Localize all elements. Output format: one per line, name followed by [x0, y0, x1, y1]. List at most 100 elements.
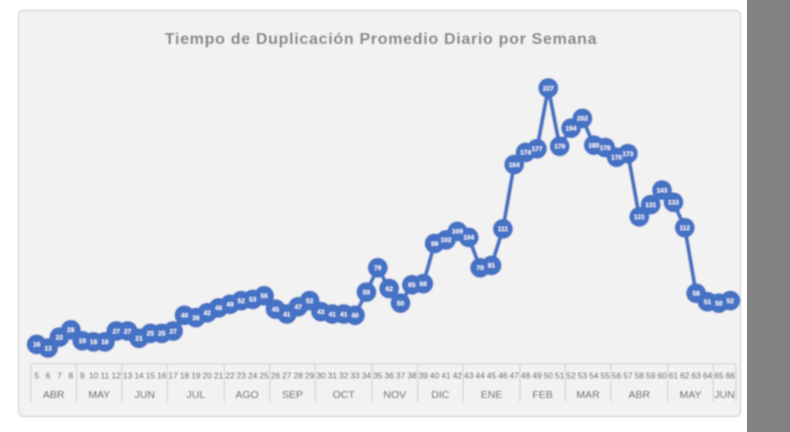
svg-text:44: 44 [475, 371, 485, 381]
svg-text:22: 22 [225, 371, 235, 381]
svg-text:21: 21 [135, 336, 143, 343]
svg-text:37: 37 [396, 371, 406, 381]
svg-text:22: 22 [56, 334, 64, 341]
svg-text:MAY: MAY [680, 389, 702, 401]
svg-text:104: 104 [463, 235, 474, 242]
svg-text:81: 81 [488, 263, 496, 270]
svg-text:50: 50 [715, 300, 723, 307]
svg-text:59: 59 [646, 371, 656, 381]
svg-text:50: 50 [544, 371, 554, 381]
svg-text:41: 41 [329, 311, 337, 318]
svg-text:35: 35 [373, 371, 383, 381]
svg-text:58: 58 [635, 371, 645, 381]
svg-text:131: 131 [645, 202, 656, 209]
svg-text:62: 62 [386, 286, 394, 293]
svg-text:111: 111 [498, 226, 509, 233]
svg-text:7: 7 [57, 371, 62, 381]
svg-text:174: 174 [520, 150, 531, 157]
svg-text:64: 64 [703, 371, 713, 381]
svg-text:9: 9 [80, 371, 85, 381]
svg-text:MAY: MAY [88, 389, 110, 401]
svg-text:26: 26 [271, 371, 281, 381]
svg-text:OCT: OCT [333, 389, 356, 401]
svg-text:31: 31 [328, 371, 338, 381]
svg-text:12: 12 [112, 371, 122, 381]
svg-text:177: 177 [532, 146, 543, 153]
svg-text:40: 40 [351, 313, 359, 320]
svg-text:40: 40 [430, 371, 440, 381]
svg-text:194: 194 [566, 125, 577, 132]
svg-text:32: 32 [339, 371, 349, 381]
svg-text:13: 13 [44, 345, 52, 352]
svg-text:65: 65 [714, 371, 724, 381]
svg-text:58: 58 [692, 291, 700, 298]
svg-text:52: 52 [306, 298, 314, 305]
svg-text:99: 99 [431, 241, 439, 248]
svg-text:202: 202 [577, 116, 588, 123]
svg-text:52: 52 [566, 371, 576, 381]
svg-text:27: 27 [169, 328, 177, 335]
svg-text:42: 42 [204, 310, 212, 317]
svg-text:133: 133 [668, 200, 679, 207]
svg-text:JUN: JUN [714, 389, 734, 401]
svg-text:24: 24 [248, 371, 258, 381]
svg-text:51: 51 [555, 371, 565, 381]
svg-text:39: 39 [419, 371, 429, 381]
svg-text:52: 52 [238, 298, 246, 305]
svg-text:41: 41 [441, 371, 451, 381]
svg-text:60: 60 [657, 371, 667, 381]
svg-text:54: 54 [589, 371, 599, 381]
svg-text:ENE: ENE [481, 389, 503, 401]
svg-text:46: 46 [215, 305, 223, 312]
svg-text:JUN: JUN [134, 389, 154, 401]
svg-text:41: 41 [340, 311, 348, 318]
svg-text:179: 179 [554, 144, 565, 151]
svg-text:43: 43 [464, 371, 474, 381]
svg-text:18: 18 [90, 339, 98, 346]
svg-text:121: 121 [634, 214, 645, 221]
svg-text:25: 25 [259, 371, 269, 381]
svg-text:8: 8 [68, 371, 73, 381]
svg-text:Tiempo de Duplicación Promedio: Tiempo de Duplicación Promedio Diario po… [165, 31, 598, 48]
svg-text:21: 21 [214, 371, 224, 381]
svg-text:48: 48 [521, 371, 531, 381]
svg-text:53: 53 [249, 297, 257, 304]
svg-text:AGO: AGO [235, 389, 258, 401]
svg-text:66: 66 [726, 371, 736, 381]
svg-text:19: 19 [191, 371, 201, 381]
svg-text:25: 25 [158, 331, 166, 338]
svg-text:33: 33 [350, 371, 360, 381]
svg-text:52: 52 [727, 298, 735, 305]
svg-text:40: 40 [181, 313, 189, 320]
svg-text:11: 11 [101, 371, 110, 381]
svg-text:180: 180 [588, 142, 599, 149]
svg-text:JUL: JUL [187, 389, 206, 401]
svg-text:112: 112 [680, 225, 691, 232]
svg-text:20: 20 [203, 371, 213, 381]
svg-text:47: 47 [510, 371, 520, 381]
svg-text:MAR: MAR [576, 389, 600, 401]
svg-text:143: 143 [657, 187, 668, 194]
svg-text:56: 56 [260, 293, 268, 300]
svg-text:6: 6 [46, 371, 51, 381]
svg-text:79: 79 [374, 265, 382, 272]
svg-text:61: 61 [669, 371, 679, 381]
svg-text:102: 102 [441, 237, 452, 244]
svg-text:36: 36 [385, 371, 395, 381]
svg-text:173: 173 [622, 151, 633, 158]
svg-text:43: 43 [317, 309, 325, 316]
svg-text:56: 56 [612, 371, 622, 381]
svg-text:10: 10 [89, 371, 99, 381]
svg-text:59: 59 [363, 289, 371, 296]
svg-text:227: 227 [543, 85, 554, 92]
svg-text:66: 66 [420, 281, 428, 288]
svg-text:17: 17 [168, 371, 178, 381]
svg-text:46: 46 [498, 371, 508, 381]
svg-text:SEP: SEP [282, 389, 303, 401]
svg-text:47: 47 [295, 304, 303, 311]
svg-text:23: 23 [237, 371, 247, 381]
svg-text:45: 45 [272, 306, 280, 313]
svg-text:109: 109 [452, 229, 463, 236]
svg-text:41: 41 [283, 311, 291, 318]
svg-text:15: 15 [146, 371, 156, 381]
